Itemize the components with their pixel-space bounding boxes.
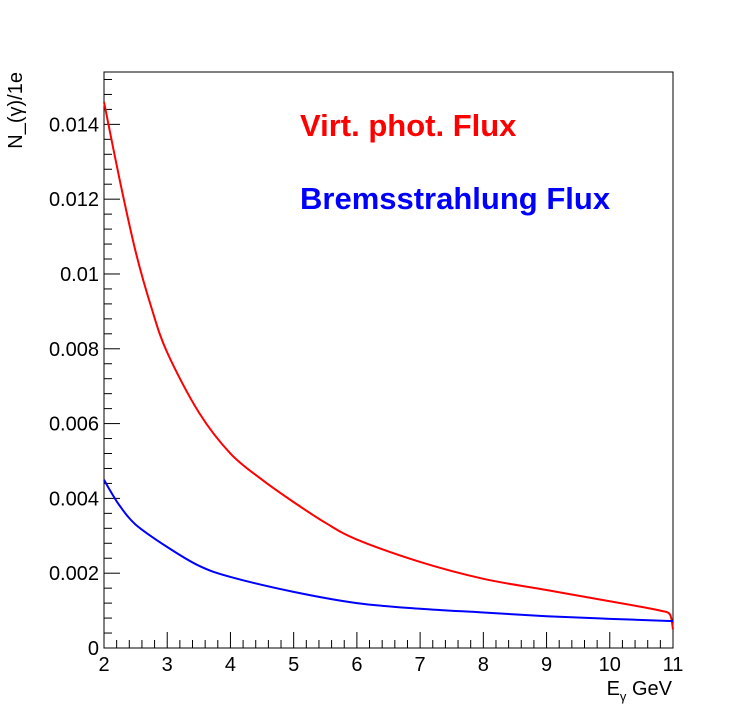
x-tick-label: 4 (225, 654, 236, 676)
y-tick-label: 0.004 (49, 488, 99, 510)
x-axis-title-unit: GeV (626, 678, 672, 700)
x-tick-label: 3 (162, 654, 173, 676)
x-tick-label: 10 (599, 654, 621, 676)
x-tick-label: 8 (478, 654, 489, 676)
y-tick-label: 0.002 (49, 563, 99, 585)
x-axis-title: Eγ GeV (607, 678, 673, 704)
x-axis-title-subscript: γ (620, 689, 627, 704)
y-tick-label: 0.008 (49, 339, 99, 361)
x-tick-label: 7 (415, 654, 426, 676)
y-tick-label: 0.014 (49, 114, 99, 136)
legend-virtual-photon-flux: Virt. phot. Flux (300, 108, 517, 143)
legend-bremsstrahlung-flux: Bremsstrahlung Flux (300, 181, 611, 216)
x-tick-label: 6 (351, 654, 362, 676)
y-tick-label: 0.01 (60, 264, 99, 286)
x-axis: 2 3 4 5 6 7 8 9 10 11 (98, 632, 683, 676)
y-tick-label: 0.006 (49, 414, 99, 436)
y-axis-title: N_(γ)/1e (5, 72, 27, 149)
series-layer (103, 101, 674, 630)
x-tick-label: 5 (288, 654, 299, 676)
x-tick-label: 9 (541, 654, 552, 676)
plot-frame (103, 71, 674, 649)
y-tick-label: 0.012 (49, 189, 99, 211)
y-axis: 0 0.002 0.004 0.006 0.008 0.01 0.012 0.014 (49, 78, 120, 660)
y-tick-label: 0 (88, 638, 99, 660)
x-tick-label: 2 (98, 654, 109, 676)
virtual-photon-flux-line (103, 101, 674, 630)
x-tick-label: 11 (663, 654, 684, 676)
x-axis-title-main: E (607, 678, 620, 700)
bremsstrahlung-flux-line (103, 479, 674, 623)
